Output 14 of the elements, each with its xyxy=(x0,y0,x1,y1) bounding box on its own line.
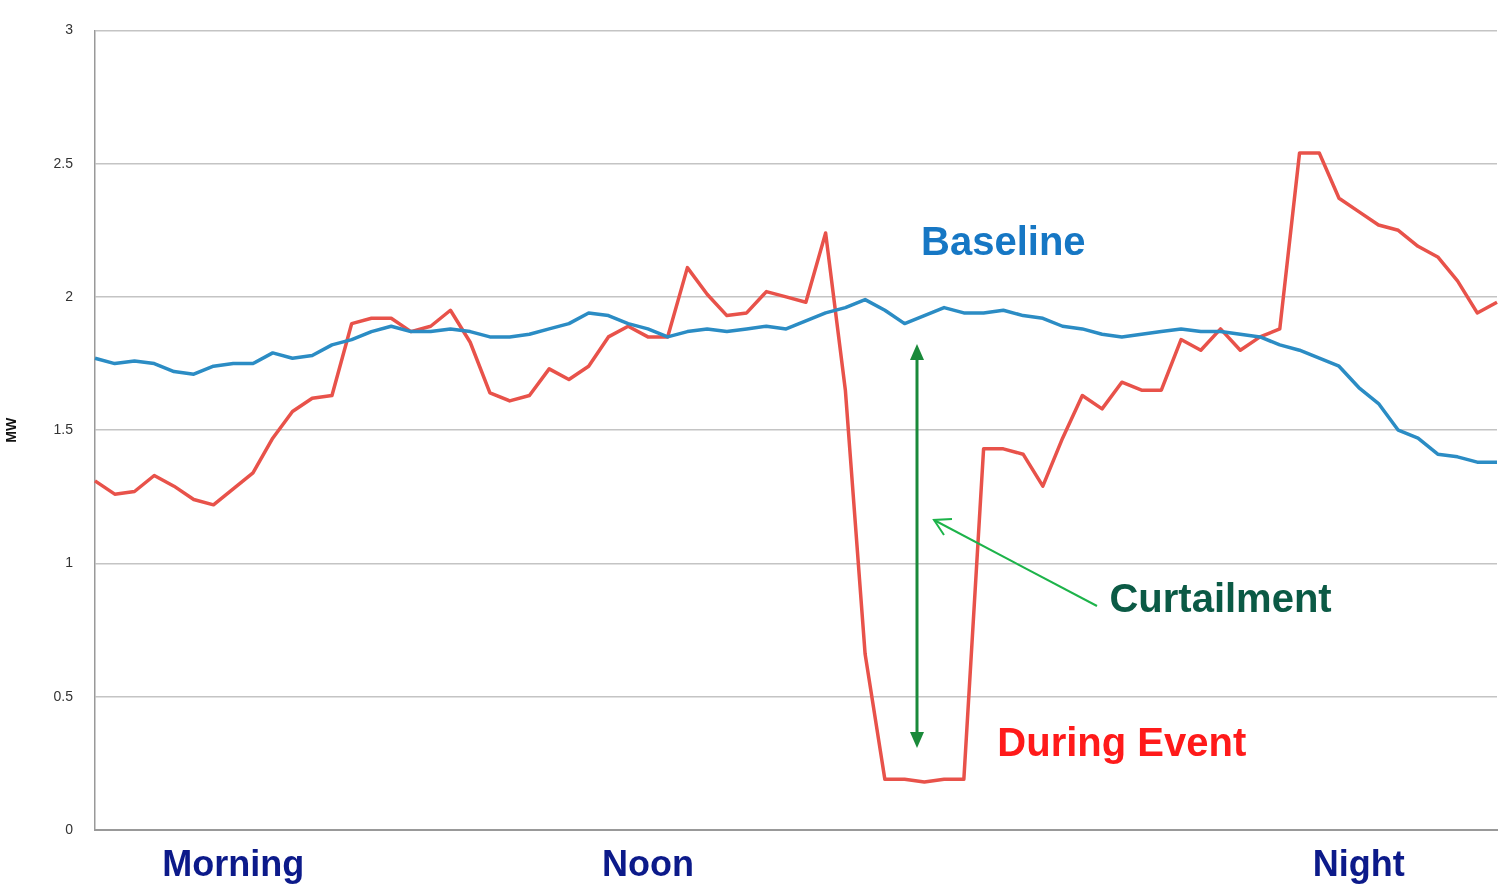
x-tick-label: Morning xyxy=(162,842,305,884)
y-axis-title: MW xyxy=(3,416,20,443)
y-tick-label: 1 xyxy=(65,554,74,571)
y-tick-label: 3 xyxy=(65,21,74,38)
y-tick-label: 0.5 xyxy=(53,687,74,704)
x-tick-label: Noon xyxy=(601,842,694,884)
x-tick-label: Night xyxy=(1312,842,1405,884)
series-label: Baseline xyxy=(921,218,1086,263)
series-label: During Event xyxy=(997,719,1247,764)
y-tick-label: 2 xyxy=(65,287,74,304)
y-tick-label: 1.5 xyxy=(53,421,74,438)
annotation: Curtailment xyxy=(1109,575,1332,620)
y-tick-label: 0 xyxy=(65,820,74,837)
y-tick-label: 2.5 xyxy=(53,154,74,171)
